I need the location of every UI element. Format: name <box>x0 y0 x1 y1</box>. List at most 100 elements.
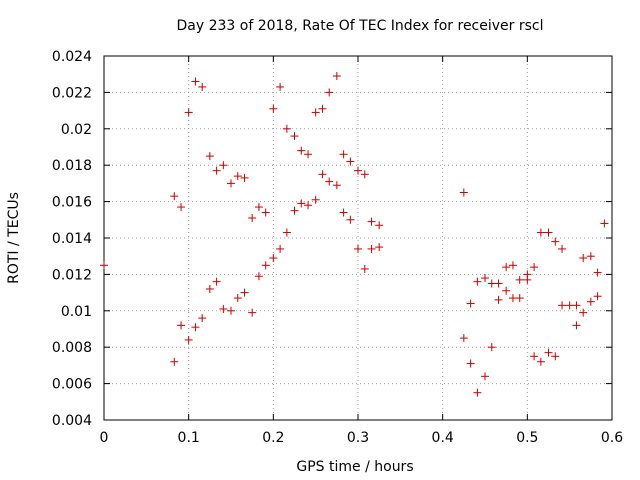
data-point <box>579 308 588 317</box>
data-point <box>360 170 369 179</box>
data-point <box>544 348 553 357</box>
data-point <box>212 277 221 286</box>
data-point <box>481 274 489 283</box>
grid-lines <box>104 56 612 420</box>
data-point <box>219 161 228 170</box>
data-point <box>558 244 567 253</box>
y-tick-label: 0.02 <box>61 122 92 138</box>
x-axis-label: GPS time / hours <box>296 459 413 475</box>
data-point <box>332 72 341 81</box>
data-point <box>473 388 482 397</box>
data-point <box>346 157 355 166</box>
data-point <box>339 150 348 159</box>
data-point <box>191 323 200 332</box>
y-tick-label: 0.008 <box>52 340 92 356</box>
data-point <box>276 82 285 91</box>
data-point <box>325 88 334 97</box>
data-point <box>459 188 468 197</box>
data-point <box>205 152 214 161</box>
data-point <box>212 166 221 175</box>
data-point <box>360 264 369 273</box>
data-point <box>261 208 270 217</box>
y-tick-label: 0.012 <box>52 267 92 283</box>
data-point <box>233 294 242 303</box>
data-point <box>269 254 278 263</box>
data-point <box>297 199 306 208</box>
y-tick-label: 0.024 <box>52 49 92 65</box>
data-point <box>494 295 503 304</box>
y-axis: 0.004 0.006 0.008 0.01 0.012 0.014 0.016 0.018 0… <box>52 49 612 429</box>
data-point <box>100 261 108 270</box>
y-tick-label: 0.01 <box>61 304 92 320</box>
data-point <box>198 82 207 91</box>
y-tick-label: 0.006 <box>52 377 92 393</box>
data-point <box>508 261 517 270</box>
data-point <box>530 263 539 272</box>
data-point <box>325 177 334 186</box>
data-point <box>261 261 270 270</box>
data-point <box>558 301 567 310</box>
data-point <box>304 150 313 159</box>
data-point <box>515 294 524 303</box>
data-point <box>254 203 263 212</box>
data-point <box>466 359 475 368</box>
y-tick-label: 0.016 <box>52 195 92 211</box>
data-point <box>170 192 179 201</box>
data-point <box>375 243 384 252</box>
data-point <box>551 352 560 361</box>
data-point <box>269 104 278 113</box>
data-point <box>367 244 376 253</box>
x-tick-label: 0.4 <box>432 430 454 446</box>
data-point <box>375 221 384 230</box>
data-point <box>177 203 186 212</box>
data-point <box>494 279 503 288</box>
data-point <box>219 304 228 313</box>
data-point <box>282 228 291 237</box>
data-point <box>530 352 539 361</box>
data-point <box>367 217 376 226</box>
chart-title: Day 233 of 2018, Rate Of TEC Index for r… <box>176 18 543 34</box>
data-point <box>170 357 179 366</box>
data-point <box>290 132 299 141</box>
data-point <box>227 179 235 188</box>
data-point <box>332 181 341 190</box>
data-point <box>536 228 545 237</box>
data-point <box>593 292 602 301</box>
data-point <box>502 263 511 272</box>
data-point <box>339 208 348 217</box>
data-point <box>354 244 362 253</box>
data-point <box>572 301 581 310</box>
data-point <box>240 173 249 182</box>
data-point <box>311 195 320 204</box>
data-point <box>240 288 249 297</box>
data-point <box>346 215 355 224</box>
data-point <box>579 254 588 263</box>
x-tick-label: 0.2 <box>262 430 284 446</box>
y-tick-label: 0.014 <box>52 231 92 247</box>
data-point <box>297 146 306 155</box>
data-point <box>198 314 207 323</box>
data-point <box>282 124 291 133</box>
y-tick-label: 0.004 <box>52 413 92 429</box>
data-point <box>227 306 235 315</box>
data-point <box>544 228 553 237</box>
data-point <box>593 268 602 277</box>
data-point <box>473 277 482 286</box>
data-point <box>276 244 285 253</box>
data-point <box>586 297 595 306</box>
data-point <box>184 335 193 344</box>
data-point <box>586 252 595 261</box>
x-tick-label: 0.3 <box>347 430 369 446</box>
x-axis: 0 0.1 0.2 0.3 0.4 0.5 0.6 <box>100 56 623 446</box>
data-point <box>487 343 496 352</box>
data-point <box>290 206 299 215</box>
data-point <box>487 279 496 288</box>
data-point <box>523 275 532 284</box>
y-tick-label: 0.018 <box>52 158 92 174</box>
data-point <box>318 170 327 179</box>
data-point <box>318 104 327 113</box>
data-point <box>508 294 517 303</box>
data-point <box>515 275 524 284</box>
data-point <box>205 284 214 293</box>
